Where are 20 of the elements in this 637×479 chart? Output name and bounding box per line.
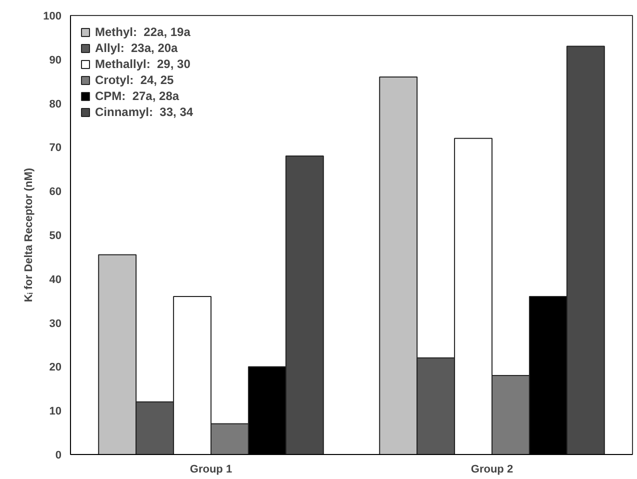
legend-label: Cinnamyl: 33, 34 — [95, 105, 194, 119]
y-tick-label: 30 — [49, 318, 62, 330]
y-axis-title: Kᵢ for Delta Receptor (nM) — [23, 168, 36, 302]
y-tick-label: 50 — [49, 230, 62, 242]
y-tick-label: 70 — [49, 142, 62, 154]
legend-label: Methallyl: 29, 30 — [95, 57, 190, 71]
x-tick-label: Group 2 — [470, 464, 514, 476]
legend-label: Allyl: 23a, 20a — [95, 41, 178, 55]
y-tick-label: 100 — [43, 10, 62, 22]
y-tick-label: 40 — [49, 274, 62, 286]
legend-label: Methyl: 22a, 19a — [95, 25, 190, 39]
legend-label: Crotyl: 24, 25 — [95, 73, 174, 87]
y-tick-label: 10 — [49, 406, 62, 418]
y-tick-label: 80 — [49, 98, 62, 110]
y-tick-label: 20 — [49, 362, 62, 374]
y-tick-label: 0 — [55, 450, 62, 462]
x-tick-label: Group 1 — [190, 464, 232, 476]
legend-label: CPM: 27a, 28a — [95, 89, 180, 103]
y-tick-label: 60 — [49, 186, 62, 198]
y-tick-label: 90 — [49, 54, 62, 66]
